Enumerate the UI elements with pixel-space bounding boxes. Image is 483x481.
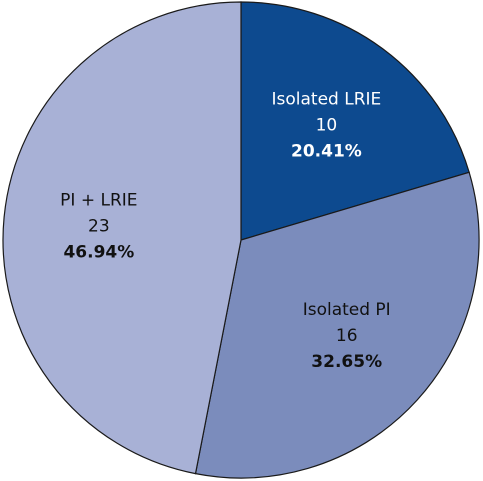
slice-value: 16 — [336, 326, 358, 346]
slice-percent: 20.41% — [291, 142, 362, 162]
slice-label: PI + LRIE — [60, 190, 137, 210]
pie-slice-isolated-lrie — [240, 1, 470, 241]
slice-label: Isolated LRIE — [272, 90, 382, 110]
slice-value: 10 — [316, 116, 338, 136]
pie-slice-pi-lrie — [2, 1, 242, 475]
slice-value: 23 — [88, 216, 110, 236]
slice-label: Isolated PI — [303, 300, 391, 320]
pie-slice-isolated-pi — [194, 171, 480, 479]
slice-percent: 32.65% — [311, 352, 382, 372]
slice-percent: 46.94% — [63, 242, 134, 262]
